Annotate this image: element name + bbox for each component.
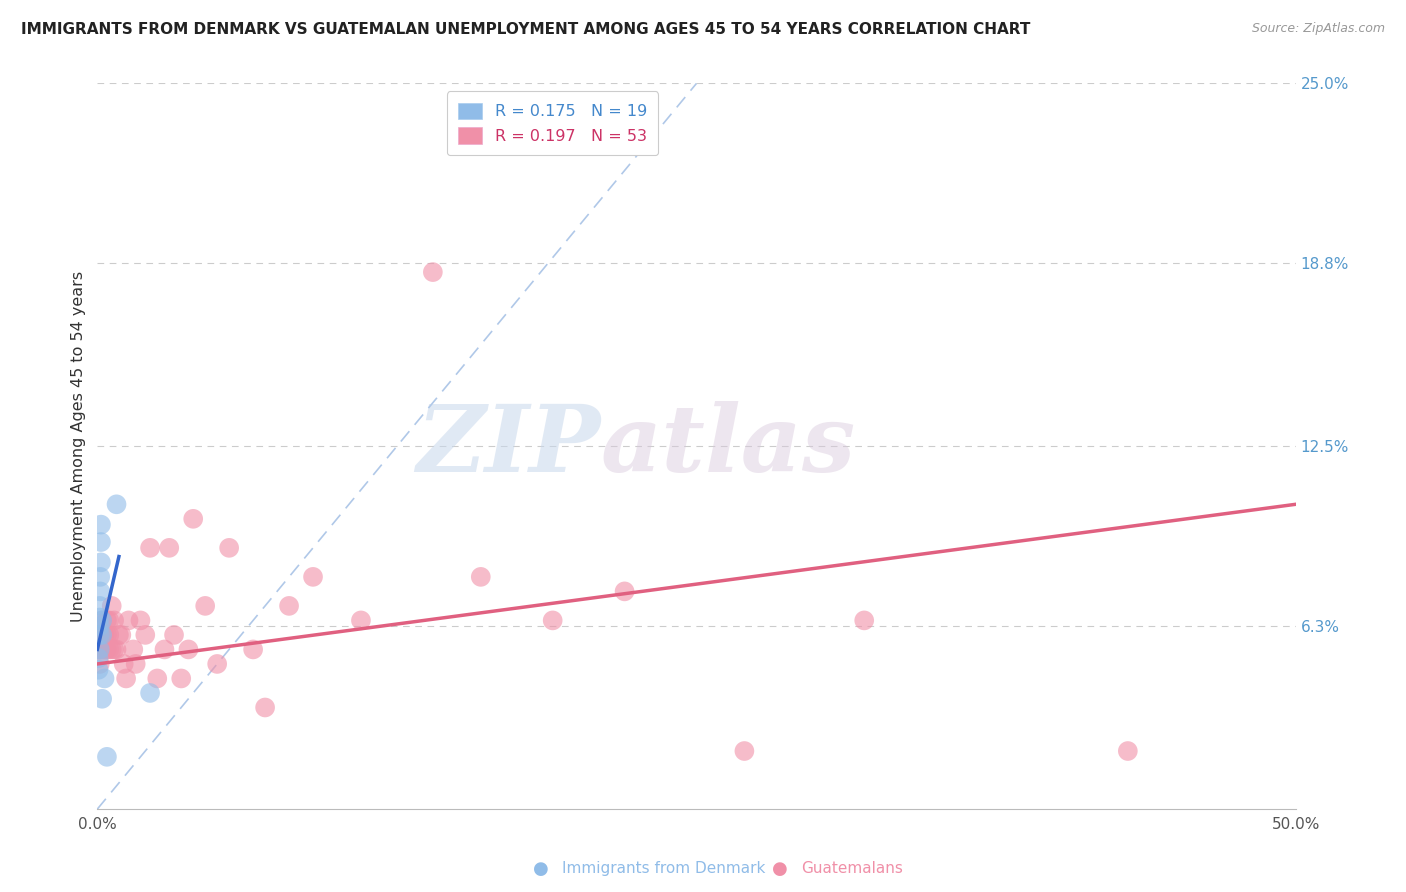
Point (96, 642, 118, 657)
Point (853, 614, 876, 628)
Point (218, 541, 240, 555)
Point (100, 642, 122, 657)
Point (91, 614, 114, 628)
Point (470, 570, 492, 584)
Point (90, 517, 112, 532)
Y-axis label: Unemployment Among Ages 45 to 54 years: Unemployment Among Ages 45 to 54 years (72, 270, 86, 622)
Text: ●: ● (772, 860, 789, 878)
Point (96, 614, 118, 628)
Point (350, 614, 373, 628)
Point (134, 628, 156, 642)
Point (89, 628, 111, 642)
Point (110, 628, 132, 642)
Point (98, 642, 121, 657)
Point (613, 584, 636, 599)
Point (89, 584, 111, 599)
Point (103, 614, 125, 628)
Point (89, 570, 111, 584)
Point (112, 657, 135, 671)
Point (157, 541, 180, 555)
Text: Guatemalans: Guatemalans (801, 862, 903, 876)
Point (87, 651, 110, 665)
Point (93, 628, 115, 642)
Text: Source: ZipAtlas.com: Source: ZipAtlas.com (1251, 22, 1385, 36)
Point (254, 700, 277, 714)
Point (422, 265, 444, 279)
Point (89, 628, 111, 642)
Point (163, 628, 186, 642)
Point (181, 512, 204, 526)
Point (733, 744, 755, 758)
Point (89, 657, 111, 671)
Point (125, 657, 148, 671)
Point (117, 614, 139, 628)
Point (87, 663, 110, 677)
Point (91, 628, 114, 642)
Point (87, 642, 110, 657)
Point (91, 691, 114, 706)
Point (170, 672, 193, 686)
Point (105, 642, 128, 657)
Point (1116, 744, 1139, 758)
Text: IMMIGRANTS FROM DENMARK VS GUATEMALAN UNEMPLOYMENT AMONG AGES 45 TO 54 YEARS COR: IMMIGRANTS FROM DENMARK VS GUATEMALAN UN… (21, 22, 1031, 37)
Point (90, 628, 112, 642)
Point (122, 642, 145, 657)
Point (108, 628, 131, 642)
Point (115, 672, 138, 686)
Point (146, 672, 169, 686)
Text: ZIP: ZIP (416, 401, 600, 491)
Point (96, 628, 118, 642)
Point (98, 628, 121, 642)
Point (96, 749, 118, 764)
Point (242, 642, 264, 657)
Point (91, 628, 114, 642)
Point (98, 614, 121, 628)
Point (153, 642, 176, 657)
Point (194, 599, 217, 613)
Point (93, 672, 115, 686)
Point (89, 610, 111, 624)
Point (93, 642, 115, 657)
Point (205, 657, 228, 671)
Point (89, 599, 111, 613)
Legend: R = 0.175   N = 19, R = 0.197   N = 53: R = 0.175 N = 19, R = 0.197 N = 53 (447, 91, 658, 155)
Point (90, 555, 112, 569)
Text: atlas: atlas (600, 401, 856, 491)
Point (302, 570, 325, 584)
Point (89, 642, 111, 657)
Point (177, 642, 200, 657)
Point (105, 497, 128, 511)
Point (91, 642, 114, 657)
Text: ●: ● (533, 860, 550, 878)
Point (100, 599, 122, 613)
Point (89, 619, 111, 633)
Point (139, 686, 162, 700)
Point (129, 614, 152, 628)
Point (541, 614, 564, 628)
Point (278, 599, 301, 613)
Point (90, 535, 112, 549)
Text: Immigrants from Denmark: Immigrants from Denmark (562, 862, 766, 876)
Point (139, 541, 162, 555)
Point (89, 642, 111, 657)
Point (103, 642, 125, 657)
Point (91, 614, 114, 628)
